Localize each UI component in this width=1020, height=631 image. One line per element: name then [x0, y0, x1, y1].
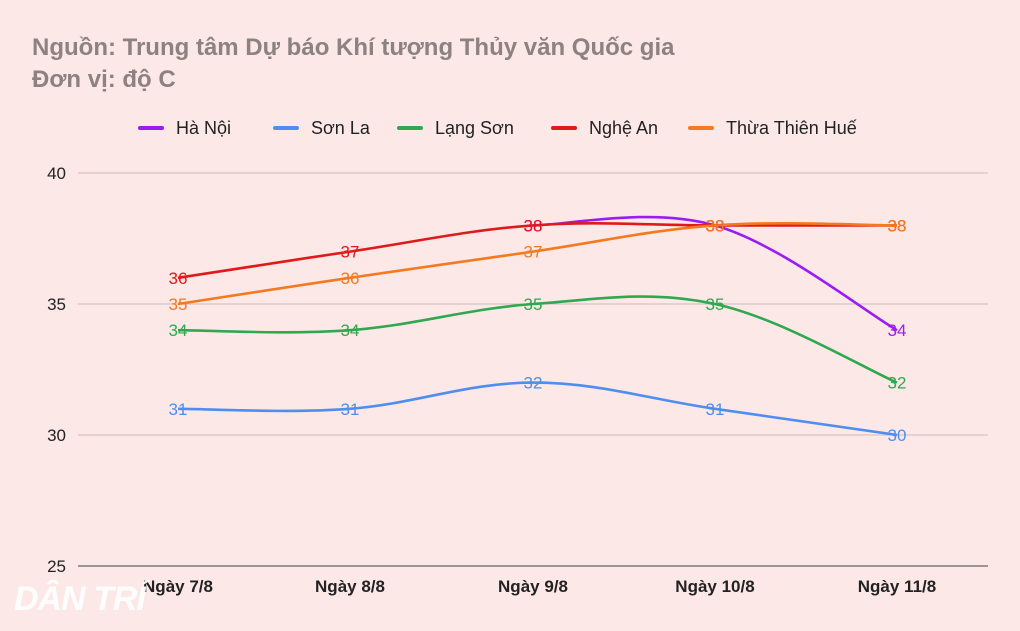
data-label: 34: [169, 321, 188, 340]
data-label: 34: [888, 321, 907, 340]
data-label: 36: [341, 269, 360, 288]
legend-label: Lạng Sơn: [435, 118, 514, 138]
data-label: 30: [888, 426, 907, 445]
y-tick-label: 25: [47, 557, 66, 576]
legend-label: Nghệ An: [589, 118, 658, 138]
x-tick-label: Ngày 11/8: [858, 577, 936, 596]
data-label: 31: [341, 400, 360, 419]
data-label: 32: [888, 374, 907, 393]
legend-label: Hà Nội: [176, 118, 231, 138]
data-label: 36: [169, 269, 188, 288]
data-label: 38: [888, 216, 907, 235]
data-label: 38: [524, 216, 543, 235]
data-label: 38: [706, 216, 725, 235]
y-tick-label: 40: [47, 164, 66, 183]
data-label: 35: [169, 295, 188, 314]
chart-header: Nguồn: Trung tâm Dự báo Khí tượng Thủy v…: [32, 32, 674, 96]
data-label: 38: [706, 216, 725, 235]
series-line: [177, 222, 898, 306]
data-label: 35: [524, 295, 543, 314]
x-tick-label: Ngày 8/8: [315, 577, 385, 596]
data-label: 34: [341, 321, 360, 340]
x-tick-label: Ngày 9/8: [498, 577, 568, 596]
y-tick-label: 35: [47, 295, 66, 314]
data-label: 37: [524, 243, 543, 262]
data-label: 38: [706, 216, 725, 235]
dantri-logo: DÂN TRÍ: [14, 580, 146, 618]
legend-label: Sơn La: [311, 118, 371, 138]
data-label: 35: [706, 295, 725, 314]
series-line: [177, 295, 898, 384]
data-label: 31: [706, 400, 725, 419]
unit-text: Đơn vị: độ C: [32, 66, 176, 93]
y-tick-label: 30: [47, 426, 66, 445]
x-tick-label: Ngày 7/8: [143, 577, 213, 596]
data-label: 38: [888, 216, 907, 235]
data-label: 32: [524, 374, 543, 393]
x-tick-label: Ngày 10/8: [675, 577, 754, 596]
source-text: Nguồn: Trung tâm Dự báo Khí tượng Thủy v…: [32, 34, 675, 61]
series-line: [177, 381, 898, 437]
data-label: 37: [341, 243, 360, 262]
data-label: 38: [524, 216, 543, 235]
legend-label: Thừa Thiên Huế: [726, 118, 857, 138]
data-label: 31: [169, 400, 188, 419]
series-line: [177, 222, 897, 280]
